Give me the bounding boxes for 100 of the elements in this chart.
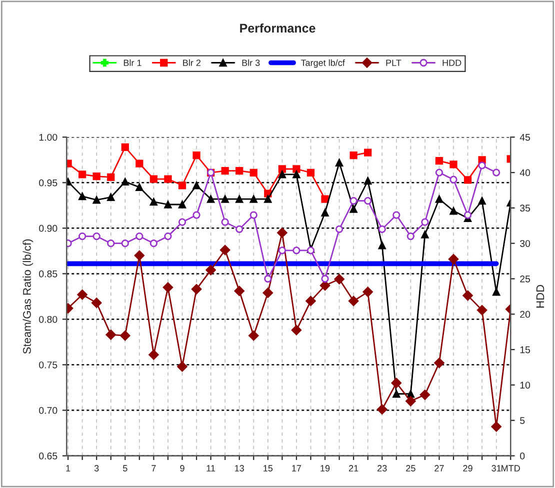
point xyxy=(306,168,315,176)
point xyxy=(206,264,216,276)
x-tick-label: 15 xyxy=(264,465,273,472)
y2-tick-label: 10 xyxy=(520,382,530,389)
x-tick-label: 1 xyxy=(66,465,70,472)
point xyxy=(192,152,200,160)
point xyxy=(92,196,100,204)
point xyxy=(221,218,229,226)
point xyxy=(248,330,259,341)
point xyxy=(262,288,274,298)
point xyxy=(177,361,188,372)
point xyxy=(107,173,115,182)
x-tick-label: MTD xyxy=(502,465,520,472)
point xyxy=(91,298,102,308)
point xyxy=(191,284,202,294)
legend-label: Blr 2 xyxy=(183,59,200,66)
point xyxy=(278,246,286,254)
point xyxy=(350,205,358,213)
point xyxy=(450,176,458,184)
point xyxy=(406,396,416,406)
x-tick-label: 17 xyxy=(292,465,302,472)
point xyxy=(306,296,316,306)
point xyxy=(150,198,158,206)
legend-label: Blr 1 xyxy=(124,59,142,66)
point xyxy=(348,296,359,306)
point xyxy=(121,178,129,186)
point xyxy=(236,225,244,234)
point xyxy=(234,286,244,296)
point xyxy=(306,246,315,254)
point xyxy=(321,208,329,217)
point xyxy=(435,156,444,165)
x-tick-label: 19 xyxy=(320,465,330,472)
y2-axis-title: HDD xyxy=(536,284,544,308)
x-tick-label: 25 xyxy=(406,465,416,472)
point xyxy=(277,228,288,238)
point xyxy=(236,195,244,203)
y2-tick-label: 45 xyxy=(520,134,530,141)
x-tick-label: 23 xyxy=(378,465,387,472)
point xyxy=(392,390,400,398)
chart-title: Performance xyxy=(240,23,316,33)
point xyxy=(264,274,272,283)
point xyxy=(478,156,486,164)
legend-label: Target lb/cf xyxy=(300,59,345,68)
x-tick-label: 13 xyxy=(235,465,244,472)
y2-tick-label: 40 xyxy=(520,169,530,176)
point xyxy=(221,166,229,175)
point xyxy=(464,211,472,219)
y2-tick-label: 20 xyxy=(520,310,530,318)
point xyxy=(220,244,230,256)
legend-label: Blr 3 xyxy=(242,59,260,66)
point xyxy=(335,158,344,166)
point xyxy=(292,170,300,178)
point xyxy=(448,254,459,264)
point xyxy=(478,197,486,205)
point xyxy=(121,240,129,248)
y2-tick-label: 0 xyxy=(520,452,525,460)
point xyxy=(321,195,329,203)
y-tick-label: 0.80 xyxy=(39,316,58,323)
point xyxy=(292,246,300,254)
point xyxy=(250,211,258,219)
y-tick-label: 0.65 xyxy=(39,452,58,460)
x-tick-label: 3 xyxy=(94,465,99,472)
point xyxy=(378,225,386,234)
point xyxy=(421,230,429,238)
point xyxy=(278,165,286,173)
y2-tick-label: 30 xyxy=(520,240,530,247)
point xyxy=(107,240,115,248)
point xyxy=(92,172,100,180)
point xyxy=(434,358,444,368)
point xyxy=(236,166,244,175)
y-axis-title: Steam/Gas Ratio (lb/cf) xyxy=(22,239,34,354)
y-tick-label: 0.90 xyxy=(39,224,58,232)
point xyxy=(420,390,430,400)
point xyxy=(264,195,272,203)
point xyxy=(478,162,486,170)
point xyxy=(178,218,186,226)
point xyxy=(364,148,372,156)
x-tick-label: 29 xyxy=(463,465,472,472)
point xyxy=(378,242,386,250)
point xyxy=(321,274,329,283)
point xyxy=(178,182,186,190)
y-tick-label: 1.00 xyxy=(39,134,58,141)
legend-label: PLT xyxy=(386,60,402,66)
point xyxy=(462,290,473,301)
point xyxy=(492,288,500,296)
point xyxy=(464,176,472,184)
point xyxy=(292,165,300,173)
point xyxy=(334,274,344,284)
point xyxy=(136,160,144,168)
point xyxy=(350,197,358,205)
point xyxy=(148,350,159,360)
y2-tick-label: 25 xyxy=(520,275,530,282)
y2-tick-label: 5 xyxy=(520,417,525,424)
point xyxy=(121,143,129,151)
point xyxy=(435,168,444,176)
point xyxy=(376,404,388,414)
point xyxy=(150,240,158,248)
point xyxy=(491,422,502,432)
x-tick-label: 27 xyxy=(434,465,444,472)
y-tick-label: 0.75 xyxy=(39,361,58,368)
